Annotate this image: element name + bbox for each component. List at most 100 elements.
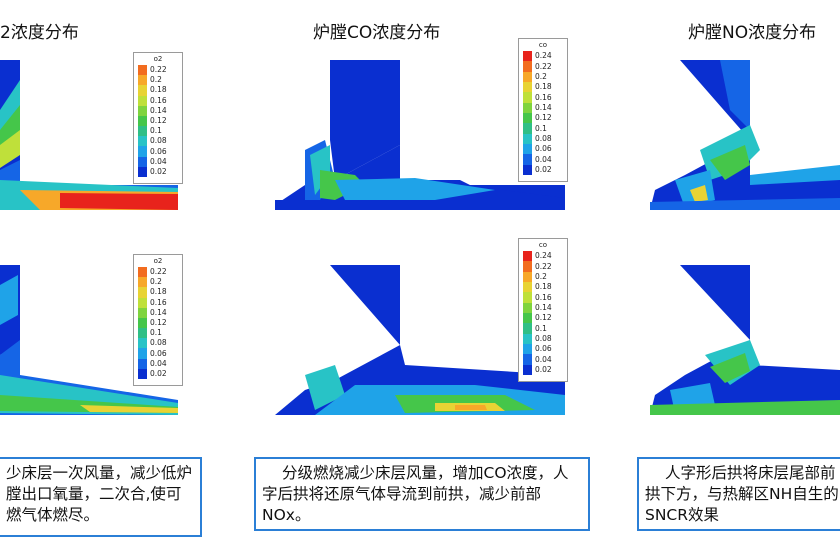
legend-tick-label: 0.14 <box>150 105 167 115</box>
legend-tick-label: 0.18 <box>150 287 167 297</box>
legend-tick-label: 0.08 <box>150 338 167 348</box>
legend-tick-label: 0.2 <box>150 277 162 287</box>
legend-tick-label: 0.02 <box>150 368 167 378</box>
legend-tick-label: 0.18 <box>150 85 167 95</box>
o2-title: 2浓度分布 <box>0 23 79 43</box>
legend-tick-label: 0.18 <box>535 82 552 92</box>
legend-swatch <box>523 133 532 145</box>
legend-tick-label: 0.24 <box>535 51 552 61</box>
legend-tick-label: 0.12 <box>150 116 167 125</box>
o2-contour-top <box>0 60 178 210</box>
co-note: 分级燃烧减少床层风量，增加CO浓度，人字后拱将还原气体导流到前拱，减少前部NOx… <box>254 457 590 531</box>
legend-tick-label: 0.16 <box>535 92 552 102</box>
legend-tick-label: 0.06 <box>150 146 167 156</box>
legend-swatch <box>138 287 147 299</box>
legend-swatch <box>138 358 147 370</box>
legend-swatch <box>138 267 147 278</box>
legend-swatch <box>523 313 532 324</box>
legend-swatch <box>523 144 532 155</box>
o2-legend-top: o2 0.22 0.2 0.18 0.16 0.14 0.12 0.1 0.08 0.06 0.0… <box>133 52 183 184</box>
legend-tick-label: 0.14 <box>150 307 167 317</box>
co-legend-label: co <box>538 241 548 249</box>
legend-tick-label: 0.14 <box>535 102 552 112</box>
o2-note: 少床层一次风量，减少低炉膛出口氧量，二次合,使可燃气体燃尽。 <box>0 457 202 537</box>
legend-tick-label: 0.06 <box>150 348 167 358</box>
legend-tick-label: 0.22 <box>150 65 167 75</box>
legend-tick-label: 0.16 <box>535 292 552 302</box>
legend-swatch <box>523 333 532 345</box>
legend-tick-label: 0.22 <box>150 267 167 277</box>
no-contour-bottom <box>650 265 840 415</box>
legend-swatch <box>523 71 532 83</box>
legend-tick-label: 0.24 <box>535 251 552 261</box>
legend-tick-label: 0.12 <box>150 318 167 327</box>
legend-swatch <box>138 65 147 76</box>
legend-swatch <box>138 328 147 339</box>
legend-swatch <box>523 92 532 104</box>
legend-tick-label: 0.1 <box>150 328 162 338</box>
legend-tick-label: 0.18 <box>535 282 552 292</box>
legend-swatch <box>523 271 532 283</box>
no-note: 人字形后拱将床层尾部前拱下方，与热解区NH自生的SNCR效果 <box>637 457 840 531</box>
legend-tick-label: 0.12 <box>535 313 552 323</box>
legend-tick-label: 0.06 <box>535 144 552 154</box>
legend-swatch <box>523 123 532 135</box>
legend-tick-label: 0.2 <box>535 71 547 81</box>
legend-swatch <box>138 115 147 127</box>
o2-legend-label: o2 <box>153 257 163 265</box>
legend-swatch <box>138 126 147 137</box>
legend-swatch <box>138 338 147 349</box>
legend-swatch <box>523 113 532 124</box>
legend-swatch <box>523 154 532 166</box>
legend-swatch <box>523 364 532 376</box>
co-contour-bottom <box>275 265 565 415</box>
legend-tick-label: 0.2 <box>150 75 162 85</box>
co-contour-top <box>275 60 565 210</box>
legend-swatch <box>523 251 532 262</box>
legend-tick-label: 0.08 <box>150 136 167 146</box>
legend-swatch <box>523 61 532 73</box>
legend-swatch <box>138 166 147 178</box>
o2-legend-label: o2 <box>153 55 163 63</box>
legend-tick-label: 0.12 <box>535 113 552 123</box>
legend-swatch <box>523 292 532 304</box>
legend-tick-label: 0.02 <box>535 364 552 374</box>
legend-tick-label: 0.2 <box>535 271 547 281</box>
legend-tick-label: 0.16 <box>150 95 167 105</box>
legend-swatch <box>523 302 532 314</box>
legend-tick-label: 0.02 <box>150 166 167 176</box>
co-legend-label: co <box>538 41 548 49</box>
legend-tick-label: 0.22 <box>535 261 552 271</box>
legend-tick-label: 0.02 <box>535 164 552 174</box>
legend-swatch <box>138 156 147 168</box>
legend-tick-label: 0.1 <box>150 126 162 136</box>
no-contour-top <box>650 60 840 210</box>
legend-tick-label: 0.08 <box>535 333 552 343</box>
co-legend-top: co 0.24 0.22 0.2 0.18 0.16 0.14 0.12 0.1 0.08 0.0… <box>518 38 568 182</box>
legend-tick-label: 0.14 <box>535 302 552 312</box>
legend-swatch <box>138 368 147 380</box>
legend-swatch <box>523 323 532 335</box>
legend-swatch <box>523 344 532 355</box>
legend-tick-label: 0.04 <box>150 358 167 368</box>
legend-tick-label: 0.1 <box>535 323 547 333</box>
legend-swatch <box>523 51 532 62</box>
co-title: 炉膛CO浓度分布 <box>313 23 441 43</box>
legend-swatch <box>523 354 532 366</box>
co-legend-bottom: co 0.24 0.22 0.2 0.18 0.16 0.14 0.12 0.1 0.08 0.0… <box>518 238 568 382</box>
legend-tick-label: 0.16 <box>150 297 167 307</box>
legend-tick-label: 0.04 <box>150 156 167 166</box>
legend-tick-label: 0.04 <box>535 154 552 164</box>
legend-swatch <box>138 105 147 117</box>
legend-swatch <box>523 164 532 176</box>
legend-swatch <box>138 136 147 147</box>
legend-swatch <box>138 307 147 319</box>
legend-swatch <box>138 277 147 288</box>
legend-swatch <box>138 75 147 86</box>
legend-swatch <box>138 317 147 329</box>
legend-tick-label: 0.06 <box>535 344 552 354</box>
legend-swatch <box>138 146 147 158</box>
no-title: 炉膛NO浓度分布 <box>688 23 817 43</box>
legend-swatch <box>523 261 532 273</box>
legend-swatch <box>523 282 532 293</box>
